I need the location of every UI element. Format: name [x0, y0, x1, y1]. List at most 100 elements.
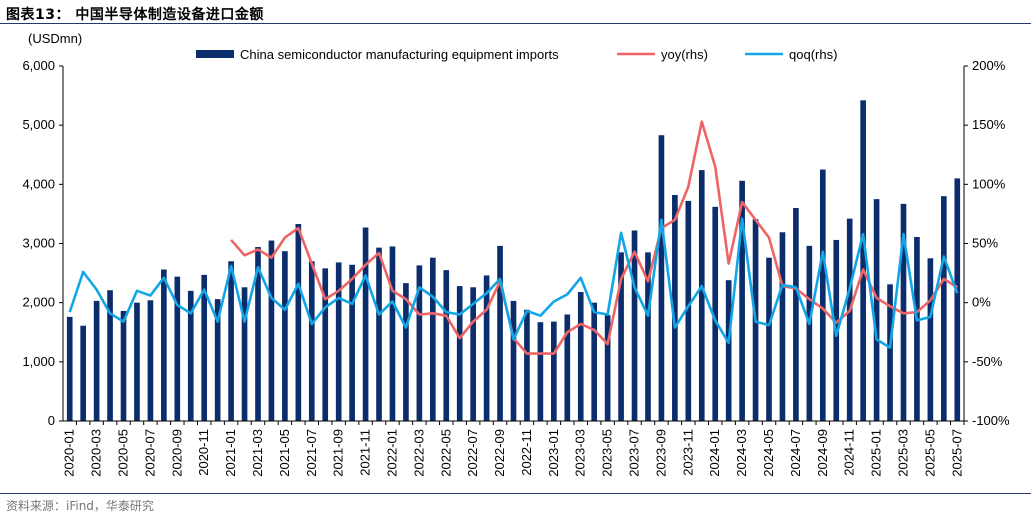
bar-2021-02: [241, 287, 248, 421]
bar-2022-12: [537, 322, 544, 421]
left-tick-label: 1,000: [22, 354, 55, 369]
title-rule: [0, 23, 1031, 24]
bar-2023-03: [577, 292, 584, 421]
bar-2020-01: [66, 316, 73, 421]
left-tick-label: 5,000: [22, 117, 55, 132]
x-tick-label: 2020-07: [142, 429, 157, 477]
bar-2024-02: [725, 280, 732, 421]
x-tick-label: 2020-05: [116, 429, 131, 477]
left-axis-label: (USDmn): [28, 31, 82, 46]
x-tick-label: 2021-01: [223, 429, 238, 477]
bar-2023-02: [564, 314, 571, 421]
right-tick-label: 50%: [972, 236, 998, 251]
bar-2022-10: [510, 300, 517, 421]
bar-2024-12: [860, 100, 866, 422]
bar-2020-04: [107, 290, 113, 421]
combo-chart: 0 1,000 2,000 3,000 4,000 5,000 6,000 -100% -50%…: [22, 31, 1010, 477]
x-tick-label: 2024-05: [761, 429, 776, 477]
right-tick-label: 100%: [972, 176, 1006, 191]
right-tick-label: 0%: [972, 295, 991, 310]
bar-2022-09: [497, 245, 503, 421]
bar-2020-06: [134, 302, 140, 421]
x-tick-label: 2023-05: [600, 429, 615, 477]
x-tick-label: 2024-11: [842, 429, 857, 476]
figure-title: 图表13： 中国半导体制造设备进口金额: [6, 7, 264, 23]
x-tick-label: 2022-09: [492, 429, 507, 477]
left-tick-label: 3,000: [22, 236, 55, 251]
bar-2024-05: [766, 257, 772, 421]
bar-2020-09: [174, 276, 181, 421]
bar-2023-12: [698, 170, 705, 421]
x-tick-label: 2023-07: [627, 429, 642, 477]
x-tick-label: 2023-03: [573, 429, 588, 477]
x-tick-label: 2022-07: [465, 429, 480, 477]
bar-2020-07: [147, 300, 154, 421]
x-tick-label: 2024-03: [734, 429, 749, 477]
bar-2024-03: [739, 180, 745, 421]
right-tick-label: -100%: [972, 413, 1010, 428]
bar-2021-03: [255, 247, 261, 421]
bar-2022-06: [456, 286, 463, 421]
bar-2022-03: [416, 265, 423, 421]
bar-2020-08: [161, 269, 167, 421]
x-tick-label: 2024-09: [815, 429, 830, 477]
bar-2024-07: [793, 208, 799, 421]
qoq-line: [68, 217, 959, 349]
x-tick-label: 2020-01: [62, 429, 77, 477]
x-tick-label: 2023-09: [653, 429, 668, 477]
bar-2021-06: [295, 223, 302, 421]
bar-2021-08: [322, 268, 329, 421]
bar-2022-07: [470, 287, 476, 421]
x-tick-label: 2021-07: [304, 429, 319, 477]
legend-swatch-imports: [196, 50, 234, 58]
bar-2023-04: [591, 302, 598, 421]
bar-2024-09: [819, 169, 826, 421]
right-tick-label: 150%: [972, 117, 1006, 132]
bar-2022-01: [389, 246, 396, 421]
x-tick-label: 2021-03: [250, 429, 265, 477]
x-tick-label: 2021-11: [358, 429, 373, 476]
x-tick-label: 2024-01: [707, 429, 722, 477]
left-tick-label: 0: [48, 413, 55, 428]
bar-2021-01: [228, 261, 234, 421]
x-tick-label: 2025-07: [949, 429, 964, 477]
bar-2023-05: [604, 315, 611, 421]
bar-2022-04: [429, 257, 436, 421]
bar-2021-10: [349, 264, 355, 421]
bar-2022-08: [483, 275, 490, 421]
left-tick-label: 2,000: [22, 295, 55, 310]
x-tick-label: 2025-01: [869, 429, 884, 477]
x-tick-label: 2021-05: [277, 429, 292, 477]
bar-2020-02: [80, 325, 86, 421]
x-tick-label: 2025-03: [895, 429, 910, 477]
x-tick-label: 2022-03: [411, 429, 426, 477]
bar-2021-09: [335, 262, 342, 421]
bar-2023-01: [551, 321, 557, 421]
x-tick-label: 2023-11: [680, 429, 695, 476]
bar-2020-05: [120, 310, 127, 421]
bar-2020-10: [187, 290, 194, 421]
legend-label-yoy: yoy(rhs): [661, 47, 708, 62]
bar-2024-01: [712, 206, 719, 421]
bar-2021-04: [268, 240, 275, 421]
left-tick-label: 4,000: [22, 176, 55, 191]
bar-2023-10: [672, 194, 678, 421]
legend-label-imports: China semiconductor manufacturing equipm…: [240, 47, 559, 62]
bar-2021-11: [362, 227, 369, 421]
bar-2022-02: [403, 283, 409, 421]
bar-2020-12: [214, 299, 221, 421]
legend-label-qoq: qoq(rhs): [789, 47, 837, 62]
source-note: 资料来源：iFind，华泰研究: [6, 499, 154, 513]
bar-2024-11: [846, 218, 853, 421]
x-tick-label: 2022-11: [519, 429, 534, 476]
left-tick-label: 6,000: [22, 58, 55, 73]
bar-2023-09: [658, 135, 665, 421]
chart-legend: China semiconductor manufacturing equipm…: [196, 47, 837, 62]
right-tick-label: -50%: [972, 354, 1003, 369]
bar-2022-05: [443, 270, 450, 421]
x-tick-label: 2023-01: [546, 429, 561, 477]
bar-2025-04: [914, 236, 920, 421]
bar-2020-03: [93, 300, 100, 421]
bar-2022-11: [524, 309, 530, 421]
bar-2020-11: [201, 274, 208, 421]
